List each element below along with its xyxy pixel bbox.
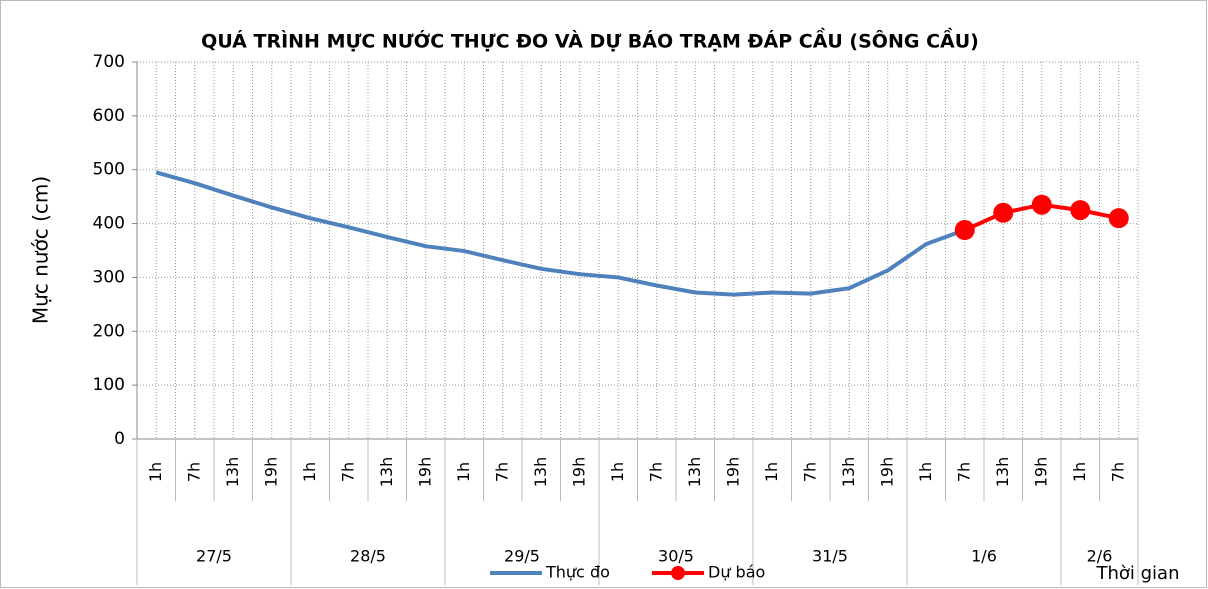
x-tick-label: 13h [839, 457, 858, 488]
x-tick-label: 19h [877, 457, 896, 488]
group-label: 27/5 [196, 547, 232, 566]
y-tick-label: 700 [93, 52, 125, 72]
legend-label: Thực đo [545, 563, 610, 582]
x-tick-label: 7h [800, 462, 819, 482]
x-tick-label: 7h [492, 462, 511, 482]
x-tick-label: 1h [762, 462, 781, 482]
x-tick-label: 7h [646, 462, 665, 482]
x-tick-label: 13h [531, 457, 550, 488]
x-tick-label: 7h [954, 462, 973, 482]
x-tick-label: 1h [1070, 462, 1089, 482]
chart-title: QUÁ TRÌNH MỰC NƯỚC THỰC ĐO VÀ DỰ BÁO TRẠ… [201, 27, 979, 53]
x-tick-label: 13h [993, 457, 1012, 488]
marker [1108, 208, 1129, 229]
y-tick-label: 600 [93, 106, 125, 126]
x-tick-label: 7h [1108, 462, 1127, 482]
y-tick-label: 500 [93, 160, 125, 180]
marker [1070, 200, 1091, 221]
legend-marker [671, 566, 685, 580]
y-tick-label: 0 [114, 429, 125, 449]
x-tick-label: 19h [569, 457, 588, 488]
x-tick-label: 13h [223, 457, 242, 488]
x-tick-label: 1h [454, 462, 473, 482]
legend-label: Dự báo [708, 563, 765, 582]
x-tick-label: 1h [300, 462, 319, 482]
group-label: 30/5 [658, 547, 694, 566]
marker [993, 202, 1014, 223]
y-tick-label: 400 [93, 214, 125, 234]
marker [1031, 194, 1052, 215]
x-tick-label: 1h [608, 462, 627, 482]
series-line [155, 170, 966, 297]
group-label: 31/5 [812, 547, 848, 566]
y-tick-label: 100 [93, 375, 125, 395]
x-tick-label: 19h [1031, 457, 1050, 488]
x-tick-label: 13h [685, 457, 704, 488]
x-tick-label: 7h [338, 462, 357, 482]
group-label: 28/5 [350, 547, 386, 566]
x-tick-label: 1h [146, 462, 165, 482]
x-tick-label: 19h [415, 457, 434, 488]
x-tick-label: 19h [723, 457, 742, 488]
y-axis-label: Mực nước (cm) [29, 176, 53, 324]
x-tick-label: 13h [377, 457, 396, 488]
x-tick-label: 1h [916, 462, 935, 482]
x-tick-label: 7h [184, 462, 203, 482]
y-tick-label: 300 [93, 267, 125, 287]
group-label: 29/5 [504, 547, 540, 566]
marker [954, 220, 975, 241]
group-label: 1/6 [971, 547, 997, 566]
group-label: 2/6 [1087, 547, 1113, 566]
y-tick-label: 200 [93, 321, 125, 341]
x-tick-label: 19h [261, 457, 280, 488]
